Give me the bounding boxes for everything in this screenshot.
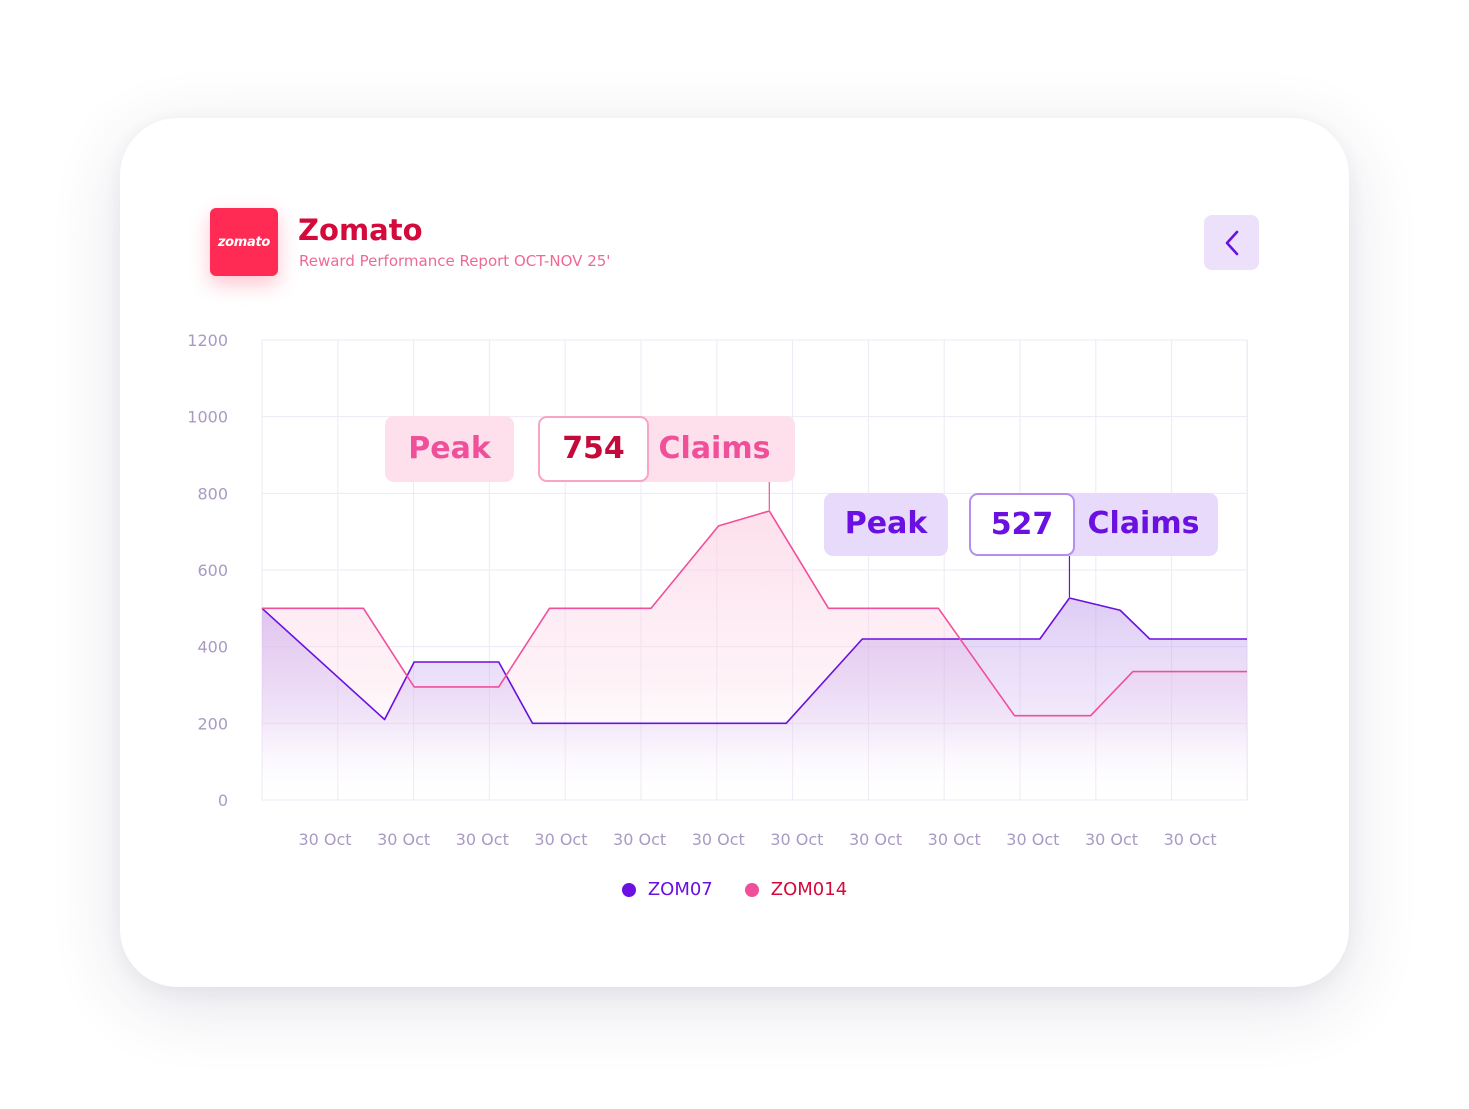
x-tick-label: 30 Oct	[692, 830, 745, 849]
x-tick-label: 30 Oct	[534, 830, 587, 849]
callout-peak-value: 527	[969, 493, 1075, 556]
callout-peak-value: 754	[538, 416, 649, 482]
logo-text: zomato	[217, 234, 271, 250]
page-title: Zomato	[298, 213, 423, 247]
legend-dot-zom07	[621, 883, 636, 897]
back-button[interactable]	[1204, 215, 1259, 270]
callout-peak-bg	[824, 493, 948, 556]
callout-peak-label: Peak	[408, 431, 491, 466]
line-zom07	[261, 597, 1247, 725]
callout-peak-label: Peak	[844, 506, 928, 541]
x-tick-label: 30 Oct	[1085, 830, 1138, 849]
x-tick-label: 30 Oct	[377, 830, 430, 849]
y-tick-label: 0	[218, 791, 228, 810]
chevron-left-icon	[1225, 230, 1238, 255]
x-tick-label: 30 Oct	[613, 830, 666, 849]
x-tick-label: 30 Oct	[770, 830, 823, 849]
y-tick-label: 400	[197, 638, 228, 657]
callout-zom07-peak: Peak 527 Claims	[824, 493, 1218, 559]
x-tick-label: 30 Oct	[1006, 830, 1059, 849]
legend-dot-zom014	[744, 883, 759, 897]
zomato-logo: zomato	[210, 208, 278, 276]
legend-label-zom07: ZOM07	[647, 879, 713, 900]
y-tick-label: 1000	[187, 408, 228, 427]
y-tick-label: 600	[197, 561, 228, 580]
x-tick-label: 30 Oct	[849, 830, 902, 849]
legend-label-zom014: ZOM014	[770, 879, 848, 900]
x-tick-label: 30 Oct	[928, 830, 981, 849]
page-subtitle: Reward Performance Report OCT-NOV 25'	[299, 252, 611, 270]
y-tick-label: 800	[197, 484, 228, 503]
callout-zom014-peak: Peak 754 Claims	[385, 416, 795, 482]
line-zom014	[262, 510, 1247, 717]
x-tick-label: 30 Oct	[298, 830, 351, 849]
chart-legend: ZOM07 ZOM014	[0, 876, 1469, 904]
area-zom07	[262, 597, 1247, 800]
x-tick-label: 30 Oct	[456, 830, 509, 849]
legend-item-zom014[interactable]: ZOM014	[744, 876, 848, 904]
legend-item-zom07[interactable]: ZOM07	[621, 876, 713, 904]
y-tick-label: 200	[197, 714, 228, 733]
y-tick-label: 1200	[187, 331, 228, 350]
x-tick-label: 30 Oct	[1164, 830, 1217, 849]
callout-claims-label: Claims	[658, 431, 771, 466]
callout-peak-bg	[385, 416, 514, 482]
callout-claims-label: Claims	[1087, 506, 1200, 541]
